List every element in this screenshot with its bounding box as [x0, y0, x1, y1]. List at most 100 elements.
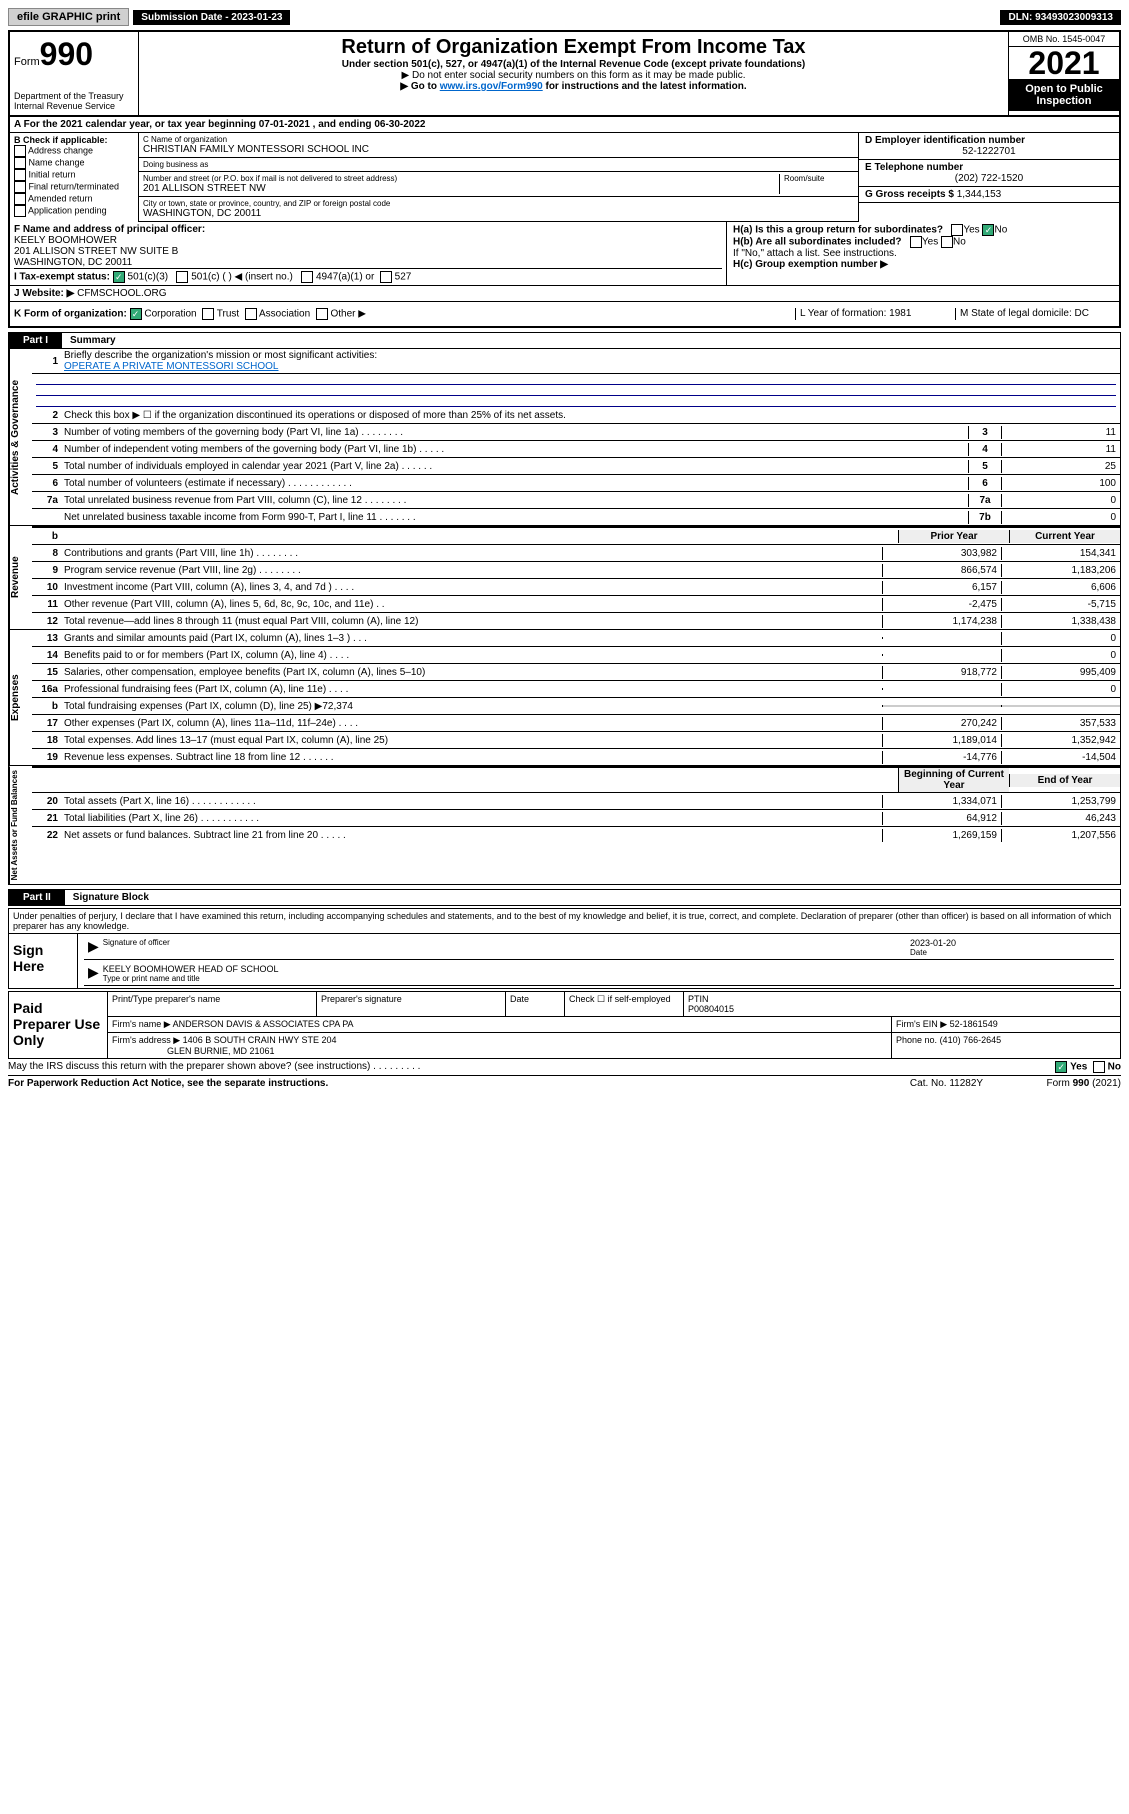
cb-ha-no[interactable]: [982, 224, 994, 236]
submission-date: Submission Date - 2023-01-23: [133, 10, 290, 25]
form-note-2: ▶ Go to www.irs.gov/Form990 for instruct…: [143, 81, 1004, 92]
firm-ein: 52-1861549: [950, 1019, 998, 1029]
cb-4947[interactable]: [301, 271, 313, 283]
row-a-period: A For the 2021 calendar year, or tax yea…: [8, 117, 1121, 133]
cb-final-return[interactable]: Final return/terminated: [14, 181, 134, 193]
perjury-statement: Under penalties of perjury, I declare th…: [9, 909, 1120, 934]
col-b-checkboxes: B Check if applicable: Address change Na…: [10, 133, 139, 222]
efile-button[interactable]: efile GRAPHIC print: [8, 8, 129, 26]
paid-preparer-label: Paid Preparer Use Only: [9, 992, 107, 1058]
cb-application-pending[interactable]: Application pending: [14, 205, 134, 217]
form-note-1: ▶ Do not enter social security numbers o…: [143, 70, 1004, 81]
cb-trust[interactable]: [202, 308, 214, 320]
table-row: 22Net assets or fund balances. Subtract …: [32, 827, 1120, 843]
cb-ha-yes[interactable]: [951, 224, 963, 236]
cb-amended-return[interactable]: Amended return: [14, 193, 134, 205]
summary-net-assets: Net Assets or Fund Balances Beginning of…: [8, 766, 1121, 885]
vtab-governance: Activities & Governance: [9, 349, 32, 525]
cb-501c[interactable]: [176, 271, 188, 283]
table-row: 9Program service revenue (Part VIII, lin…: [32, 562, 1120, 579]
summary-governance: Activities & Governance 1Briefly describ…: [8, 349, 1121, 526]
top-bar: efile GRAPHIC print Submission Date - 20…: [8, 8, 1121, 26]
table-row: 12Total revenue—add lines 8 through 11 (…: [32, 613, 1120, 629]
signature-date: 2023-01-20: [910, 938, 1110, 948]
telephone: (202) 722-1520: [865, 173, 1113, 184]
firm-name: ANDERSON DAVIS & ASSOCIATES CPA PA: [173, 1019, 354, 1029]
state-of-domicile: M State of legal domicile: DC: [955, 308, 1115, 320]
cb-501c3[interactable]: [113, 271, 125, 283]
table-row: 8Contributions and grants (Part VIII, li…: [32, 545, 1120, 562]
cat-no: Cat. No. 11282Y: [847, 1078, 1047, 1089]
form-title: Return of Organization Exempt From Incom…: [143, 36, 1004, 59]
table-row: 21Total liabilities (Part X, line 26) . …: [32, 810, 1120, 827]
cb-hb-yes[interactable]: [910, 236, 922, 248]
vtab-expenses: Expenses: [9, 630, 32, 765]
discuss-row: May the IRS discuss this return with the…: [8, 1059, 1121, 1075]
vtab-net-assets: Net Assets or Fund Balances: [9, 766, 32, 884]
gross-receipts: 1,344,153: [957, 189, 1002, 200]
dept-label: Department of the Treasury Internal Reve…: [14, 91, 134, 111]
col-c-name-address: C Name of organization CHRISTIAN FAMILY …: [139, 133, 858, 222]
cb-initial-return[interactable]: Initial return: [14, 169, 134, 181]
cb-other[interactable]: [316, 308, 328, 320]
open-to-public: Open to Public Inspection: [1009, 79, 1119, 111]
mission-text: OPERATE A PRIVATE MONTESSORI SCHOOL: [64, 361, 279, 372]
form-prefix: Form: [14, 56, 40, 68]
ptin: P00804015: [688, 1004, 734, 1014]
cb-name-change[interactable]: Name change: [14, 157, 134, 169]
cb-address-change[interactable]: Address change: [14, 145, 134, 157]
table-row: 14Benefits paid to or for members (Part …: [32, 647, 1120, 664]
summary-revenue: Revenue bPrior YearCurrent Year 8Contrib…: [8, 526, 1121, 630]
table-row: 3Number of voting members of the governi…: [32, 424, 1120, 441]
table-row: 11Other revenue (Part VIII, column (A), …: [32, 596, 1120, 613]
officer-addr1: 201 ALLISON STREET NW SUITE B: [14, 246, 722, 257]
cb-527[interactable]: [380, 271, 392, 283]
city-state-zip: WASHINGTON, DC 20011: [143, 208, 854, 219]
part-2-header: Part II Signature Block: [8, 889, 1121, 906]
table-row: 17Other expenses (Part IX, column (A), l…: [32, 715, 1120, 732]
officer-name: KEELY BOOMHOWER: [14, 235, 722, 246]
year-of-formation: L Year of formation: 1981: [795, 308, 955, 320]
sign-here-label: Sign Here: [9, 934, 77, 988]
footer-row: For Paperwork Reduction Act Notice, see …: [8, 1075, 1121, 1091]
table-row: bTotal fundraising expenses (Part IX, co…: [32, 698, 1120, 715]
cb-hb-no[interactable]: [941, 236, 953, 248]
cb-discuss-yes[interactable]: [1055, 1061, 1067, 1073]
form-header: Form990 Department of the Treasury Inter…: [8, 30, 1121, 117]
form-number: 990: [40, 36, 93, 72]
cb-corporation[interactable]: [130, 308, 142, 320]
row-f-h: F Name and address of principal officer:…: [8, 222, 1121, 286]
table-row: Net unrelated business taxable income fr…: [32, 509, 1120, 525]
row-j-website: J Website: ▶ CFMSCHOOL.ORG: [8, 286, 1121, 302]
col-d-e-g: D Employer identification number 52-1222…: [858, 133, 1119, 222]
firm-address-1: 1406 B SOUTH CRAIN HWY STE 204: [183, 1035, 337, 1045]
dln-label: DLN: 93493023009313: [1000, 10, 1121, 25]
ein: 52-1222701: [865, 146, 1113, 157]
table-row: 18Total expenses. Add lines 13–17 (must …: [32, 732, 1120, 749]
table-row: 6Total number of volunteers (estimate if…: [32, 475, 1120, 492]
tax-year: 2021: [1009, 47, 1119, 79]
org-name: CHRISTIAN FAMILY MONTESSORI SCHOOL INC: [143, 144, 854, 155]
officer-signature-name: KEELY BOOMHOWER HEAD OF SCHOOL: [103, 964, 1110, 974]
row-k-form-org: K Form of organization: Corporation Trus…: [8, 302, 1121, 328]
paid-preparer-block: Paid Preparer Use Only Print/Type prepar…: [8, 991, 1121, 1059]
table-row: 5Total number of individuals employed in…: [32, 458, 1120, 475]
signature-block: Under penalties of perjury, I declare th…: [8, 908, 1121, 989]
firm-address-2: GLEN BURNIE, MD 21061: [167, 1046, 275, 1056]
cb-discuss-no[interactable]: [1093, 1061, 1105, 1073]
cb-association[interactable]: [245, 308, 257, 320]
table-row: 20Total assets (Part X, line 16) . . . .…: [32, 793, 1120, 810]
street-address: 201 ALLISON STREET NW: [143, 183, 779, 194]
part-1-header: Part I Summary: [8, 332, 1121, 349]
table-row: 4Number of independent voting members of…: [32, 441, 1120, 458]
table-row: 16aProfessional fundraising fees (Part I…: [32, 681, 1120, 698]
website: CFMSCHOOL.ORG: [77, 288, 166, 299]
firm-phone: (410) 766-2645: [940, 1035, 1002, 1045]
officer-addr2: WASHINGTON, DC 20011: [14, 257, 722, 268]
block-b-to-g: B Check if applicable: Address change Na…: [8, 133, 1121, 222]
form-subtitle: Under section 501(c), 527, or 4947(a)(1)…: [143, 59, 1004, 70]
table-row: 19Revenue less expenses. Subtract line 1…: [32, 749, 1120, 765]
irs-link[interactable]: www.irs.gov/Form990: [440, 81, 543, 92]
vtab-revenue: Revenue: [9, 526, 32, 629]
table-row: 10Investment income (Part VIII, column (…: [32, 579, 1120, 596]
